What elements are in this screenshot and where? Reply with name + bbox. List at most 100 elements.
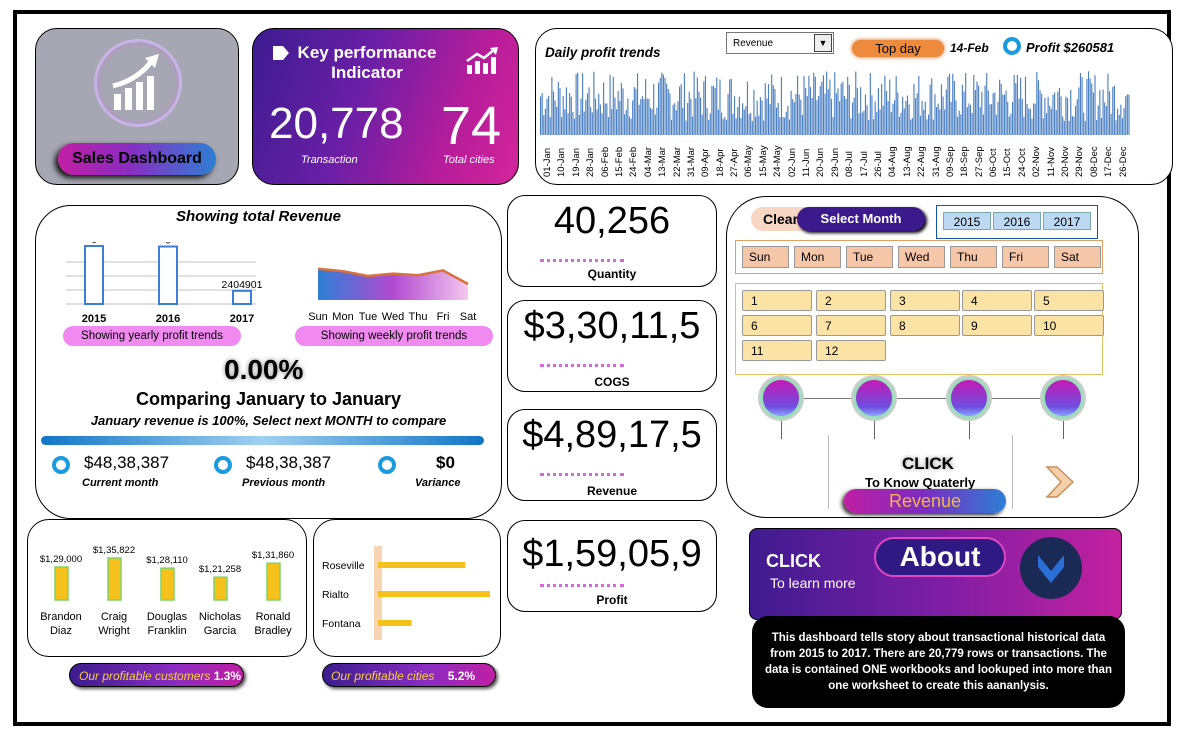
chevron-down-icon[interactable]: ▼ bbox=[814, 34, 832, 52]
daily-bar bbox=[929, 84, 931, 135]
daily-bar bbox=[827, 89, 829, 135]
daily-bar bbox=[1115, 120, 1117, 135]
quarterly-revenue-button[interactable]: Revenue bbox=[844, 489, 1006, 513]
daily-bar bbox=[1045, 113, 1048, 135]
month-6-button[interactable]: 6 bbox=[742, 315, 812, 336]
daily-bar bbox=[1007, 101, 1009, 135]
month-12-button[interactable]: 12 bbox=[816, 340, 886, 361]
daily-bar bbox=[633, 87, 635, 135]
date-tick-label: 19-Jan bbox=[570, 147, 582, 177]
quarter-3-button[interactable] bbox=[948, 377, 990, 419]
daily-bar bbox=[809, 87, 812, 135]
quarter-2-button[interactable] bbox=[853, 377, 895, 419]
daily-bar bbox=[617, 90, 619, 135]
year-2015-button[interactable]: 2015 bbox=[943, 212, 991, 230]
month-8-button[interactable]: 8 bbox=[890, 315, 960, 336]
month-9-button[interactable]: 9 bbox=[962, 315, 1032, 336]
metric-dropdown[interactable]: Revenue ▼ bbox=[726, 32, 834, 54]
daily-profit-card: Daily profit trends Revenue ▼ Top day 14… bbox=[535, 28, 1173, 185]
quarter-1-button[interactable] bbox=[760, 377, 802, 419]
day-mon-button[interactable]: Mon bbox=[794, 246, 841, 268]
date-tick-label: 01-Jan bbox=[542, 147, 553, 177]
day-fri-button[interactable]: Fri bbox=[1002, 246, 1049, 268]
daily-bar bbox=[646, 98, 648, 135]
daily-bar bbox=[565, 87, 567, 135]
daily-bar bbox=[835, 93, 837, 135]
daily-bar bbox=[554, 100, 556, 135]
revenue-metric-label: Revenue bbox=[586, 484, 638, 498]
top-day-date: 14-Feb bbox=[950, 41, 989, 55]
daily-bar bbox=[845, 98, 847, 135]
daily-bar bbox=[955, 100, 957, 135]
date-tick-label: 09-Apr bbox=[700, 148, 712, 177]
month-2-button[interactable]: 2 bbox=[816, 290, 886, 311]
daily-bar bbox=[999, 79, 1001, 135]
weekday-tick-label: Tue bbox=[359, 311, 378, 323]
current-ring-icon bbox=[52, 456, 70, 474]
month-11-button[interactable]: 11 bbox=[742, 340, 812, 361]
daily-bar bbox=[808, 75, 810, 135]
compare-title: Comparing January to January bbox=[135, 389, 402, 409]
day-wed-button[interactable]: Wed bbox=[898, 246, 945, 268]
city-bar bbox=[378, 591, 490, 597]
daily-bar bbox=[1100, 117, 1103, 135]
month-10-button[interactable]: 10 bbox=[1034, 315, 1104, 336]
daily-bar bbox=[906, 95, 909, 135]
quarter-4-button[interactable] bbox=[1042, 377, 1084, 419]
compare-subtitle: January revenue is 100%, Select next MON… bbox=[90, 413, 447, 428]
daily-date-axis: 01-Jan 10-Jan 19-Jan 28-Jan 06-Feb 15-Feb 24-F… bbox=[540, 137, 1130, 181]
daily-bar bbox=[666, 83, 668, 135]
daily-bar bbox=[968, 103, 970, 135]
about-button[interactable]: About bbox=[874, 537, 1006, 577]
daily-bar bbox=[806, 96, 808, 135]
year-2017-button[interactable]: 2017 bbox=[1043, 212, 1091, 230]
dashboard-story: This dashboard tells story about transac… bbox=[752, 616, 1125, 708]
daily-bar bbox=[619, 100, 621, 135]
daily-bar bbox=[751, 121, 753, 135]
month-3-button[interactable]: 3 bbox=[890, 290, 960, 311]
weekly-trend-pill[interactable]: Showing weekly profit trends bbox=[295, 326, 493, 346]
day-tue-button[interactable]: Tue bbox=[846, 246, 893, 268]
daily-bar bbox=[677, 101, 679, 135]
select-month-button[interactable]: Select Month bbox=[797, 207, 925, 231]
daily-bar bbox=[856, 88, 858, 135]
yearly-trend-pill[interactable]: Showing yearly profit trends bbox=[63, 326, 241, 346]
daily-bar bbox=[830, 99, 833, 135]
month-1-button[interactable]: 1 bbox=[742, 290, 812, 311]
daily-bar bbox=[543, 115, 545, 135]
about-chevron-button[interactable] bbox=[1020, 537, 1082, 599]
daily-bar bbox=[658, 82, 660, 135]
month-4-button[interactable]: 4 bbox=[962, 290, 1032, 311]
daily-bar bbox=[588, 87, 590, 135]
day-sat-button[interactable]: Sat bbox=[1054, 246, 1101, 268]
month-5-button[interactable]: 5 bbox=[1034, 290, 1104, 311]
chevron-right-icon[interactable] bbox=[1043, 465, 1079, 499]
day-thu-button[interactable]: Thu bbox=[950, 246, 997, 268]
customer-bar bbox=[266, 562, 281, 601]
daily-bar bbox=[719, 79, 721, 135]
daily-bar bbox=[874, 101, 876, 135]
variance-ring-icon bbox=[378, 456, 396, 474]
daily-bar bbox=[1062, 116, 1064, 135]
daily-bar bbox=[670, 119, 673, 135]
daily-bar bbox=[1008, 116, 1010, 135]
year-2016-button[interactable]: 2016 bbox=[993, 212, 1041, 230]
daily-bar bbox=[546, 98, 548, 135]
clear-button-label: Clear bbox=[763, 211, 799, 227]
day-sun-button[interactable]: Sun bbox=[742, 246, 789, 268]
customer-name-label: Douglas bbox=[147, 611, 188, 623]
weekly-area bbox=[318, 268, 468, 300]
daily-bar bbox=[1013, 74, 1015, 135]
daily-bar bbox=[1049, 105, 1051, 135]
daily-bar bbox=[1123, 108, 1125, 135]
daily-bar bbox=[594, 98, 597, 135]
daily-bar bbox=[1036, 72, 1038, 135]
month-7-button[interactable]: 7 bbox=[816, 315, 886, 336]
daily-bar bbox=[869, 73, 871, 135]
revenue-card: Showing total Revenue 233815262015231310… bbox=[35, 205, 502, 519]
daily-bar bbox=[564, 109, 566, 135]
daily-bar bbox=[913, 83, 915, 135]
daily-bar bbox=[575, 74, 577, 135]
daily-bar bbox=[989, 104, 991, 135]
daily-bar bbox=[916, 93, 918, 135]
